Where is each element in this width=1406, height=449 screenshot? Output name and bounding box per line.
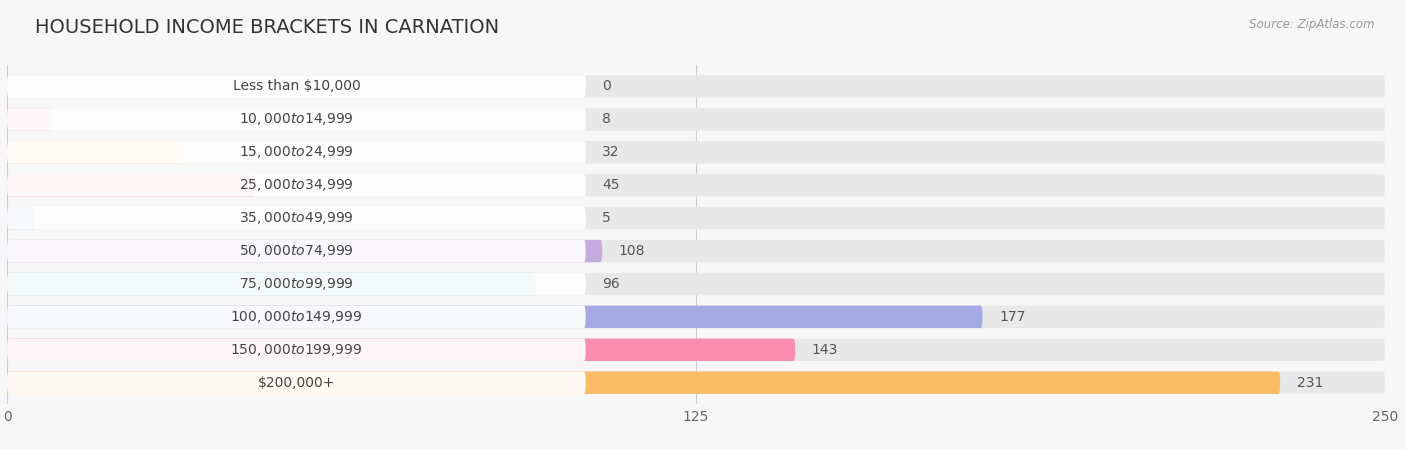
FancyBboxPatch shape [7, 306, 1385, 328]
Text: $200,000+: $200,000+ [257, 376, 335, 390]
FancyBboxPatch shape [7, 174, 586, 196]
FancyBboxPatch shape [7, 273, 1385, 295]
Text: 0: 0 [602, 79, 612, 93]
Text: $150,000 to $199,999: $150,000 to $199,999 [231, 342, 363, 358]
FancyBboxPatch shape [7, 174, 254, 196]
Text: $75,000 to $99,999: $75,000 to $99,999 [239, 276, 354, 292]
Text: 5: 5 [602, 211, 612, 225]
Text: 177: 177 [1000, 310, 1025, 324]
FancyBboxPatch shape [7, 75, 1385, 98]
FancyBboxPatch shape [7, 207, 35, 229]
FancyBboxPatch shape [7, 306, 586, 328]
Text: $35,000 to $49,999: $35,000 to $49,999 [239, 210, 354, 226]
FancyBboxPatch shape [7, 108, 1385, 131]
FancyBboxPatch shape [7, 273, 536, 295]
FancyBboxPatch shape [7, 339, 1385, 361]
FancyBboxPatch shape [7, 174, 1385, 196]
FancyBboxPatch shape [7, 207, 586, 229]
Text: Source: ZipAtlas.com: Source: ZipAtlas.com [1250, 18, 1375, 31]
Text: Less than $10,000: Less than $10,000 [232, 79, 360, 93]
Text: $25,000 to $34,999: $25,000 to $34,999 [239, 177, 354, 193]
Text: $10,000 to $14,999: $10,000 to $14,999 [239, 111, 354, 128]
FancyBboxPatch shape [7, 371, 1385, 394]
FancyBboxPatch shape [7, 207, 1385, 229]
Text: $100,000 to $149,999: $100,000 to $149,999 [231, 309, 363, 325]
Text: 143: 143 [811, 343, 838, 357]
FancyBboxPatch shape [7, 371, 586, 394]
Text: 96: 96 [602, 277, 620, 291]
FancyBboxPatch shape [7, 141, 586, 163]
FancyBboxPatch shape [7, 240, 586, 262]
Text: $15,000 to $24,999: $15,000 to $24,999 [239, 144, 354, 160]
Text: 8: 8 [602, 112, 612, 127]
FancyBboxPatch shape [7, 339, 586, 361]
Text: 32: 32 [602, 145, 620, 159]
FancyBboxPatch shape [7, 108, 51, 131]
Text: 108: 108 [619, 244, 645, 258]
FancyBboxPatch shape [7, 273, 586, 295]
FancyBboxPatch shape [7, 75, 586, 98]
FancyBboxPatch shape [7, 240, 602, 262]
FancyBboxPatch shape [7, 141, 183, 163]
FancyBboxPatch shape [7, 306, 983, 328]
FancyBboxPatch shape [7, 240, 1385, 262]
Text: $50,000 to $74,999: $50,000 to $74,999 [239, 243, 354, 259]
Text: 231: 231 [1296, 376, 1323, 390]
Text: HOUSEHOLD INCOME BRACKETS IN CARNATION: HOUSEHOLD INCOME BRACKETS IN CARNATION [35, 18, 499, 37]
Text: 45: 45 [602, 178, 620, 192]
FancyBboxPatch shape [7, 371, 1281, 394]
FancyBboxPatch shape [7, 108, 586, 131]
FancyBboxPatch shape [7, 339, 796, 361]
FancyBboxPatch shape [7, 141, 1385, 163]
